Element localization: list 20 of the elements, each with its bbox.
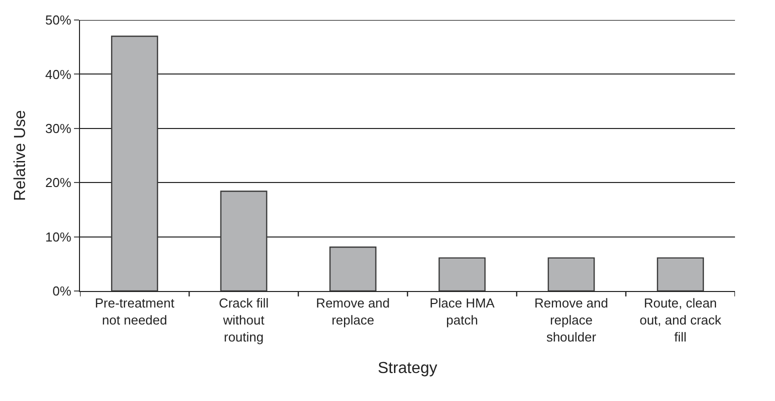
x-tick-label: Route, clean out, and crack fill: [640, 296, 722, 344]
bar: [329, 246, 376, 291]
y-axis-title: Relative Use: [12, 110, 30, 201]
bar: [220, 190, 268, 291]
y-tick-label: 30%: [45, 120, 72, 136]
x-tick-label: Remove and replace shoulder: [534, 296, 608, 344]
bar: [438, 257, 486, 291]
x-tick-label: Pre-treatment not needed: [94, 296, 175, 328]
y-tick-label: 10%: [45, 229, 72, 244]
x-tick-label: Place HMA patch: [430, 296, 495, 328]
y-tick-label: 50%: [45, 12, 72, 28]
bar: [111, 36, 158, 291]
y-tick-label: 40%: [45, 66, 72, 82]
x-axis-title: Strategy: [378, 360, 438, 378]
x-tick-label: Crack fill without routing: [218, 296, 269, 344]
bar: [548, 257, 595, 291]
y-tick-label: 0%: [52, 284, 72, 299]
bar: [656, 257, 704, 291]
x-tick-label: Remove and replace: [316, 296, 390, 328]
y-tick-label: 20%: [45, 175, 72, 190]
